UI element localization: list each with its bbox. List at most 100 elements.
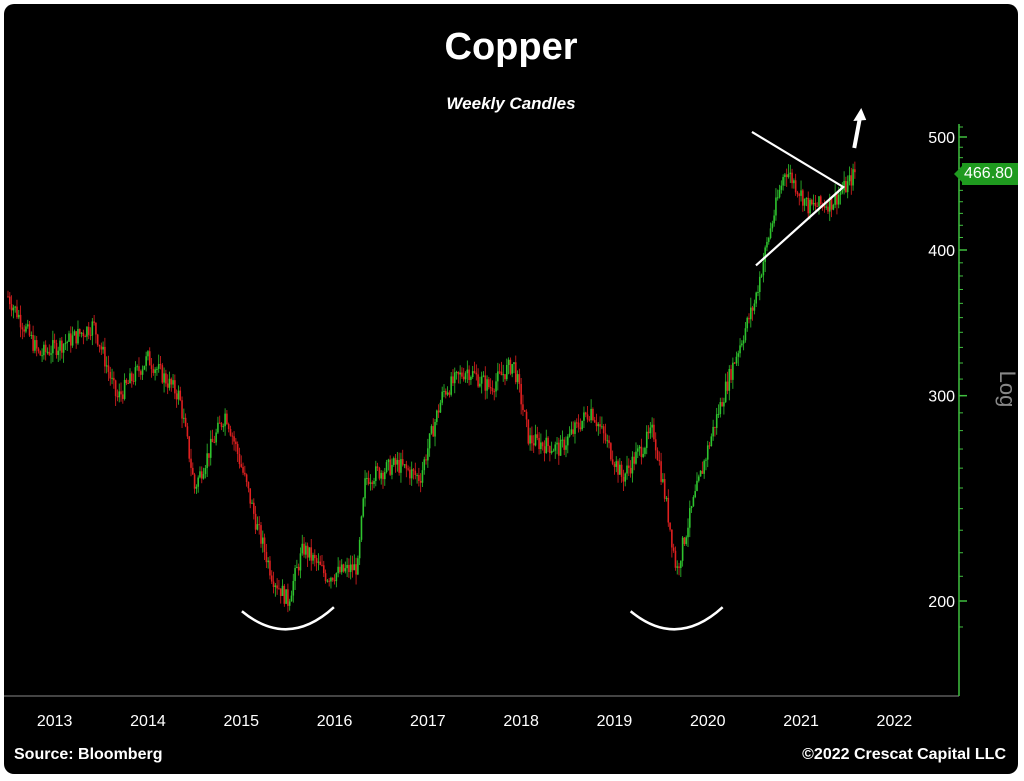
- chart-title: Copper: [444, 26, 578, 68]
- candle-body: [418, 475, 420, 481]
- candle-body: [218, 422, 221, 424]
- candle-body: [681, 537, 684, 561]
- candle-body: [227, 424, 230, 430]
- candle-body: [525, 411, 528, 420]
- candle-body: [249, 488, 252, 504]
- candle-body: [231, 435, 234, 437]
- candle-body: [292, 580, 295, 596]
- candle-body: [841, 190, 844, 193]
- candle-body: [10, 304, 13, 311]
- candle-body: [846, 181, 849, 193]
- candle-body: [200, 471, 203, 479]
- candle-body: [46, 351, 49, 353]
- candle-body: [839, 192, 842, 195]
- candle-body: [400, 459, 402, 473]
- candle-body: [462, 376, 465, 380]
- candle-body: [805, 197, 808, 199]
- candle-body: [120, 391, 122, 395]
- candle-body: [444, 390, 447, 395]
- candle-body: [850, 175, 853, 186]
- candle-body: [574, 422, 576, 434]
- candle-body: [188, 436, 191, 459]
- candle-body: [633, 456, 635, 464]
- candle-body: [428, 433, 431, 449]
- candle-body: [375, 466, 377, 482]
- candle-body: [552, 450, 555, 452]
- candle-body: [586, 414, 589, 420]
- candle-body: [468, 369, 470, 380]
- candle-body: [559, 439, 562, 456]
- candle-body: [50, 353, 52, 355]
- candle-body: [495, 381, 497, 392]
- candle-body: [511, 364, 513, 374]
- candle-body: [84, 336, 86, 338]
- candle-body: [689, 508, 691, 528]
- candle-body: [217, 422, 219, 433]
- x-tick-label: 2016: [317, 713, 353, 730]
- candle-body: [62, 344, 65, 353]
- candle-body: [183, 417, 185, 419]
- candle-body: [310, 547, 313, 561]
- chart-plot: 2013 2014 2015 2016 2017 2018 2019 2020 2021 2022…: [4, 108, 1018, 740]
- candle-body: [358, 539, 361, 559]
- candle-body: [150, 365, 153, 370]
- candle-body: [148, 351, 151, 366]
- candle-body: [118, 391, 121, 398]
- candle-body: [315, 558, 318, 563]
- candle-body: [584, 412, 587, 415]
- candle-body: [500, 371, 503, 376]
- candle-body: [405, 464, 408, 469]
- candle-body: [287, 589, 289, 606]
- candle-body: [296, 566, 298, 569]
- candle-body: [741, 343, 743, 346]
- candle-body: [583, 412, 585, 421]
- candle-body: [204, 468, 207, 475]
- candle-body: [340, 564, 343, 573]
- candle-body: [470, 376, 472, 380]
- candle-body: [235, 441, 237, 445]
- candle-body: [477, 374, 479, 387]
- candle-body: [785, 174, 788, 178]
- candle-body: [671, 529, 673, 548]
- candle-body: [577, 422, 580, 428]
- candle-body: [446, 392, 449, 395]
- candle-body: [624, 473, 627, 482]
- candle-body: [335, 573, 338, 582]
- candle-body: [836, 193, 838, 205]
- x-tick-label: 2017: [410, 713, 446, 730]
- candle-body: [86, 326, 88, 337]
- candle-body: [750, 307, 752, 320]
- source-note: Source: Bloomberg: [14, 746, 163, 763]
- candle-body: [667, 497, 670, 523]
- candle-body: [436, 410, 438, 422]
- candle-body: [739, 345, 741, 354]
- candle-body: [800, 190, 802, 196]
- candle-body: [527, 419, 530, 444]
- candle-body: [25, 326, 27, 332]
- candle-body: [708, 445, 711, 447]
- candle-body: [98, 344, 101, 347]
- candle-body: [383, 472, 386, 480]
- candle-body: [32, 334, 34, 351]
- candle-body: [843, 180, 845, 191]
- candle-body: [423, 459, 426, 471]
- candle-body: [642, 453, 644, 457]
- candle-body: [294, 568, 296, 581]
- candle-body: [380, 472, 382, 479]
- candle-body: [254, 513, 257, 530]
- candle-body: [798, 194, 801, 196]
- candle-body: [260, 525, 262, 544]
- candle-body: [263, 537, 266, 552]
- candle-body: [690, 506, 693, 509]
- candle-body: [636, 448, 639, 452]
- candle-body: [653, 424, 655, 440]
- candle-body: [247, 482, 250, 489]
- triangle-pattern: [751, 131, 846, 267]
- candle-body: [391, 464, 393, 475]
- candle-body: [516, 374, 519, 383]
- candle-body: [114, 380, 117, 397]
- candle-body: [107, 365, 110, 372]
- candle-body: [811, 199, 813, 205]
- candle-body: [195, 486, 198, 489]
- x-tick-label: 2013: [37, 713, 73, 730]
